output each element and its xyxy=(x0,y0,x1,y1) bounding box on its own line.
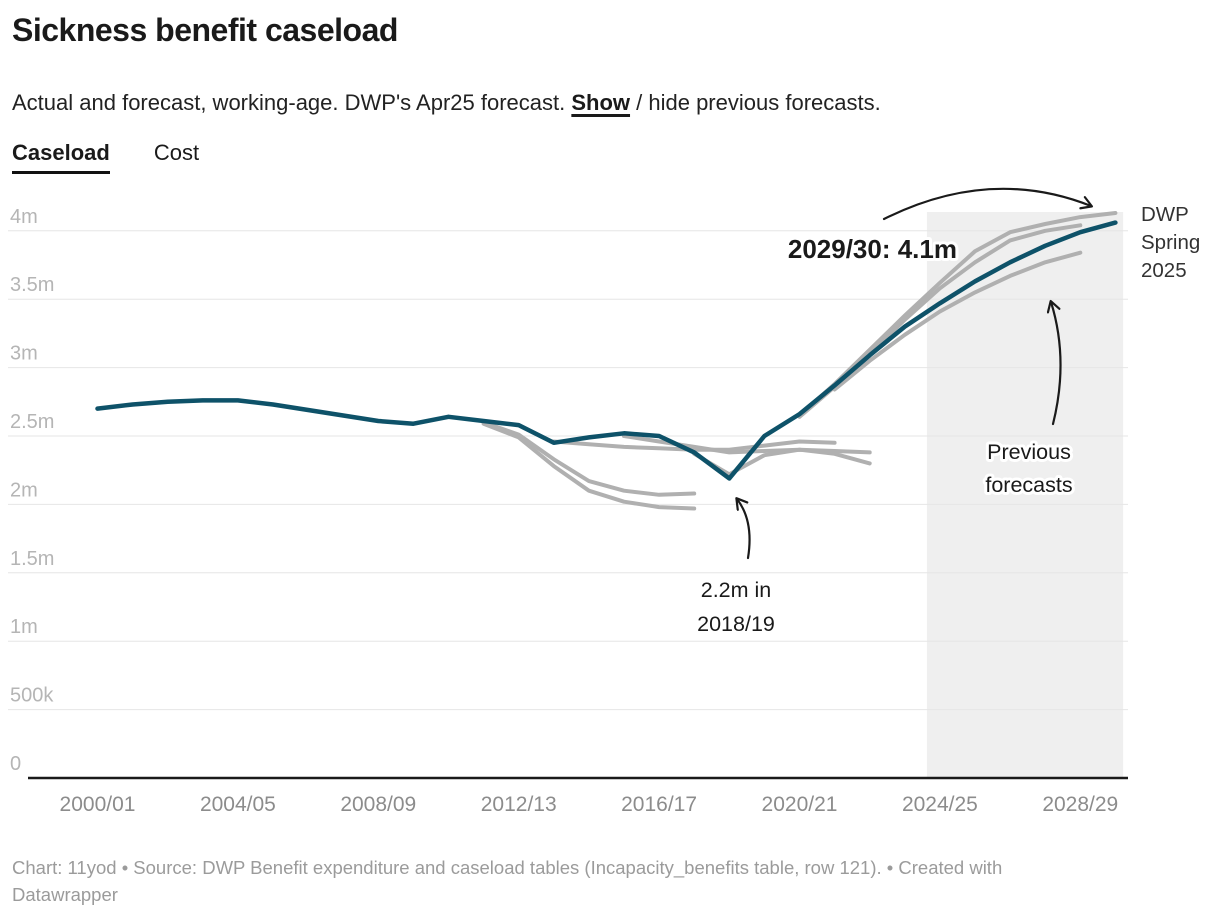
dwp-spring-2025-label: DWP Spring 2025 xyxy=(1141,203,1200,282)
y-tick-label: 1.5m xyxy=(10,548,54,570)
subtitle-text: Actual and forecast, working-age. DWP's … xyxy=(12,90,572,115)
x-tick-label: 2004/05 xyxy=(200,793,276,816)
y-tick-label: 500k xyxy=(10,685,54,707)
arrow-to-top-forecast xyxy=(882,187,1091,221)
tab-caseload[interactable]: Caseload xyxy=(12,140,110,174)
previous-forecasts-label: Previous forecasts xyxy=(985,440,1072,497)
y-tick-label: 3.5m xyxy=(10,274,54,296)
trough-label: 2.2m in 2018/19 xyxy=(697,578,775,636)
previous-forecast-line xyxy=(622,434,872,455)
subtitle-text-suffix: / hide previous forecasts. xyxy=(630,90,881,115)
y-tick-label: 1m xyxy=(10,616,38,638)
page-title: Sickness benefit caseload xyxy=(12,12,398,48)
x-tick-label: 2000/01 xyxy=(60,793,136,816)
view-tabs: Caseload Cost xyxy=(12,140,199,174)
x-tick-label: 2016/17 xyxy=(621,793,697,816)
x-tick-label: 2020/21 xyxy=(762,793,838,816)
x-tick-label: 2008/09 xyxy=(340,793,416,816)
previous-forecast-line xyxy=(692,447,872,477)
x-tick-label: 2024/25 xyxy=(902,793,978,816)
tab-cost[interactable]: Cost xyxy=(153,140,200,165)
y-tick-label: 3m xyxy=(10,343,38,365)
forecast-band xyxy=(926,212,1124,778)
y-tick-label: 0 xyxy=(10,753,21,775)
arrow-to-previous-forecasts xyxy=(1051,302,1062,426)
previous-forecast-line xyxy=(832,250,1083,392)
previous-forecast-line xyxy=(481,420,697,497)
y-tick-label: 2.5m xyxy=(10,411,54,433)
y-tick-label: 2m xyxy=(10,479,38,501)
footer-line-2: Datawrapper xyxy=(12,883,118,905)
previous-forecast-line xyxy=(797,211,1118,418)
show-previous-forecasts-link[interactable]: Show xyxy=(571,90,631,115)
x-tick-label: 2012/13 xyxy=(481,793,557,816)
previous-forecast-line xyxy=(481,421,697,511)
y-tick-label: 4m xyxy=(10,206,38,228)
footer-line-1: Chart: 11yod • Source: DWP Benefit expen… xyxy=(12,857,1003,878)
arrow-to-trough xyxy=(737,499,751,560)
x-tick-label: 2028/29 xyxy=(1042,793,1118,816)
previous-forecast-line xyxy=(551,439,837,452)
forecast-peak-label: 2029/30: 4.1m xyxy=(788,234,957,264)
chart-footer: Chart: 11yod • Source: DWP Benefit expen… xyxy=(12,855,1202,909)
chart-subtitle: Actual and forecast, working-age. DWP's … xyxy=(12,90,881,116)
main-series-line xyxy=(95,220,1118,481)
